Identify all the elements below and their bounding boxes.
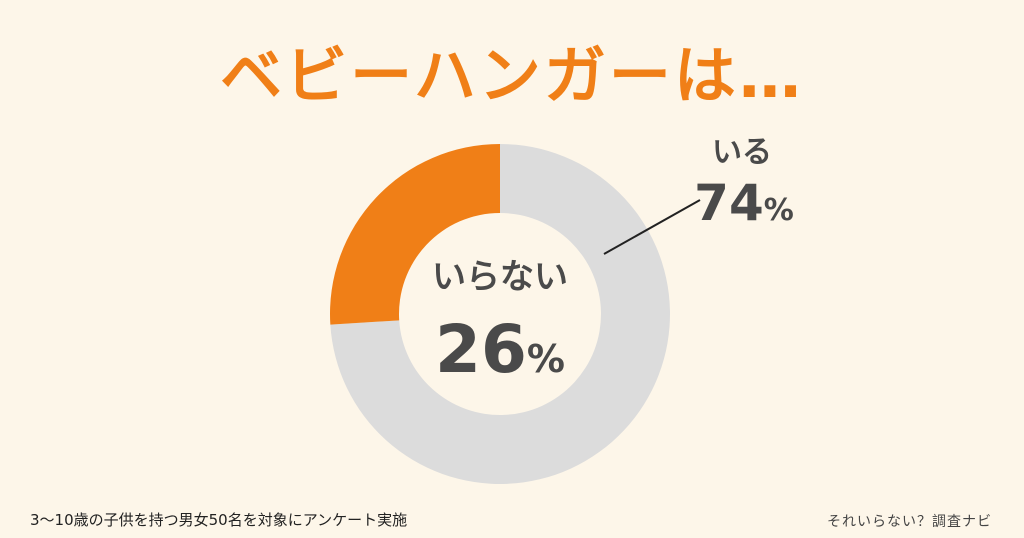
label-iranai-category: いらない bbox=[432, 257, 568, 297]
label-iru-unit: % bbox=[764, 193, 794, 228]
label-iranai-value: 26% bbox=[435, 311, 565, 388]
leader-line-iru bbox=[603, 199, 701, 255]
label-iru-number: 74 bbox=[694, 174, 764, 232]
donut-slice-iranai bbox=[330, 144, 500, 325]
donut-slice-iru bbox=[330, 144, 670, 484]
chart-title: ベビーハンガーは… bbox=[220, 39, 804, 112]
label-iru-category: いる bbox=[712, 135, 772, 170]
label-iranai-number: 26 bbox=[435, 311, 527, 388]
label-iru-value: 74% bbox=[694, 174, 794, 232]
survey-footnote: 3〜10歳の子供を持つ男女50名を対象にアンケート実施 bbox=[30, 511, 408, 529]
label-iranai-unit: % bbox=[527, 337, 565, 381]
brand-logo-text: それいらない？調査ナビ bbox=[827, 514, 992, 530]
